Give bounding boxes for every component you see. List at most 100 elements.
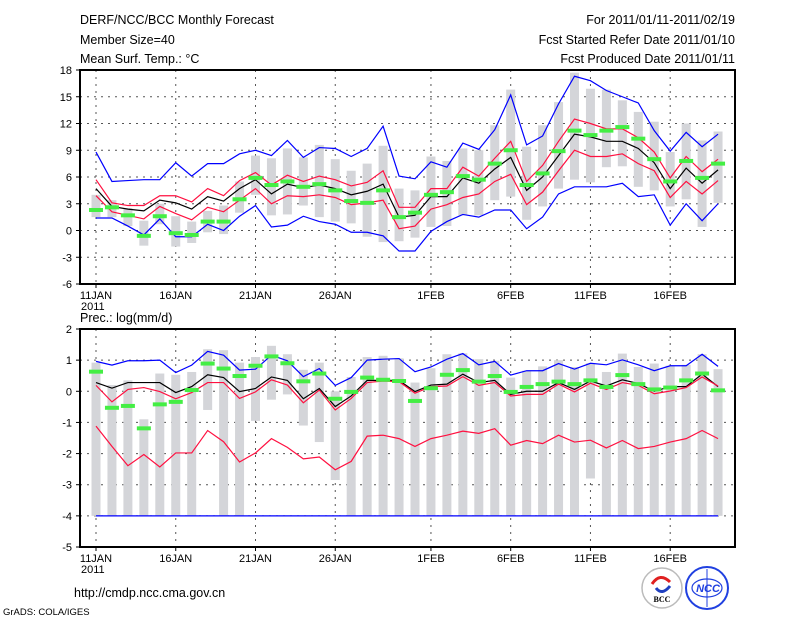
observed-marker	[120, 403, 135, 408]
x-tick-label: 11FEB	[574, 290, 607, 302]
ensemble-range-bar	[139, 419, 149, 516]
ensemble-range-bar	[458, 353, 468, 516]
x-tick-label: 11JAN	[80, 553, 112, 565]
y-tick-label: -3	[62, 252, 72, 264]
observed-marker	[184, 388, 199, 393]
observed-marker	[280, 361, 295, 366]
observed-marker	[264, 183, 279, 188]
x-tick-label: 16JAN	[159, 553, 192, 565]
ensemble-range-bar	[346, 376, 356, 516]
ensemble-range-bar	[123, 380, 133, 516]
observed-marker	[471, 177, 486, 182]
series-line-max	[95, 350, 719, 387]
ensemble-range-bar	[298, 369, 308, 426]
ensemble-range-bar	[585, 363, 595, 479]
observed-marker	[647, 157, 662, 162]
ensemble-range-bar	[378, 145, 388, 243]
bcc-logo: BCC	[641, 567, 683, 609]
ensemble-range-bar	[554, 102, 564, 189]
observed-marker	[711, 388, 726, 393]
series-line-max	[95, 75, 719, 183]
figure-title: DERF/NCC/BCC Monthly Forecast	[80, 13, 274, 27]
observed-marker	[519, 384, 534, 389]
x-year-label: 2011	[81, 301, 105, 313]
observed-marker	[599, 128, 614, 133]
observed-marker	[695, 371, 710, 376]
x-tick-label: 16FEB	[653, 553, 687, 565]
observed-marker	[615, 125, 630, 130]
x-tick-label: 21JAN	[239, 553, 272, 565]
observed-marker	[280, 179, 295, 184]
ensemble-range-bar	[314, 362, 324, 443]
observed-marker	[679, 158, 694, 163]
series-line-lower	[95, 425, 719, 471]
ensemble-range-bar	[203, 349, 213, 410]
series-line-upper	[95, 375, 719, 411]
ensemble-range-bar	[251, 155, 260, 195]
grads-credit: GrADS: COLA/IGES	[3, 607, 90, 618]
variable-label: Mean Surf. Temp.: °C	[80, 52, 199, 66]
observed-marker	[551, 379, 566, 384]
produced-date: Fcst Produced Date 2011/01/11	[560, 52, 735, 66]
ensemble-range-bar	[378, 355, 388, 516]
series-line-lower	[95, 149, 719, 230]
ensemble-range-bar	[617, 100, 627, 167]
ensemble-range-bar	[617, 353, 627, 516]
observed-marker	[104, 405, 119, 410]
observed-marker	[104, 205, 119, 210]
observed-marker	[392, 379, 407, 384]
ensemble-range-bar	[506, 89, 516, 197]
y-tick-label: -5	[62, 542, 72, 554]
observed-marker	[567, 382, 582, 387]
observed-marker	[631, 136, 646, 141]
observed-marker	[535, 382, 550, 387]
y-tick-label: 12	[60, 119, 72, 131]
observed-marker	[455, 368, 470, 373]
observed-marker	[711, 161, 726, 166]
y-tick-label: -2	[62, 449, 72, 461]
series-line-min	[96, 182, 719, 252]
ensemble-range-bar	[91, 362, 101, 516]
y-tick-label: -4	[62, 511, 72, 523]
ensemble-range-bar	[633, 366, 643, 516]
observed-marker	[264, 354, 279, 359]
observed-marker	[216, 366, 231, 371]
ensemble-range-bar	[219, 350, 229, 516]
ensemble-range-bar	[522, 370, 532, 516]
observed-marker	[248, 363, 263, 368]
observed-marker	[408, 398, 422, 403]
observed-marker	[551, 149, 566, 154]
ensemble-range-bar	[426, 368, 436, 516]
ensemble-range-bar	[474, 359, 484, 516]
observed-marker	[583, 378, 598, 383]
series-line-mean	[95, 133, 719, 218]
ensemble-range-bar	[107, 385, 117, 516]
ensemble-range-bar	[649, 121, 659, 191]
ensemble-range-bar	[266, 345, 276, 400]
observed-marker	[168, 399, 183, 404]
ensemble-range-bar	[346, 170, 356, 224]
observed-marker	[439, 372, 454, 377]
y-tick-label: 2	[66, 324, 72, 336]
svg-text:BCC: BCC	[654, 595, 671, 604]
ensemble-range-bar	[426, 156, 436, 227]
ensemble-range-bar	[91, 194, 101, 218]
y-tick-label: 0	[66, 386, 72, 398]
svg-text:NCC: NCC	[696, 583, 721, 595]
forecast-period: For 2011/01/11-2011/02/19	[586, 13, 735, 27]
y-tick-label: -1	[62, 417, 72, 429]
ensemble-range-bar	[713, 131, 723, 203]
footer-url: http://cmdp.ncc.cma.gov.cn	[74, 586, 225, 600]
observed-marker	[631, 382, 646, 387]
ncc-logo: NCC	[685, 566, 729, 610]
ensemble-range-bar	[362, 163, 372, 237]
observed-marker	[392, 215, 407, 220]
observed-marker	[471, 379, 486, 384]
observed-marker	[232, 197, 247, 202]
ensemble-range-bar	[155, 203, 165, 225]
x-tick-label: 16JAN	[159, 290, 192, 302]
ensemble-range-bar	[570, 72, 579, 180]
observed-marker	[344, 389, 359, 394]
observed-marker	[360, 200, 375, 205]
